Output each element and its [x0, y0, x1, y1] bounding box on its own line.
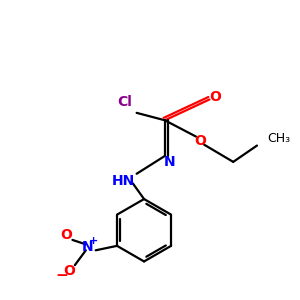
- Text: N: N: [164, 155, 175, 169]
- Text: +: +: [89, 236, 98, 245]
- Text: O: O: [61, 229, 72, 242]
- Text: Cl: Cl: [117, 95, 132, 110]
- Text: O: O: [195, 134, 206, 148]
- Text: CH₃: CH₃: [267, 132, 290, 145]
- Text: HN: HN: [112, 174, 135, 188]
- Text: N: N: [82, 240, 93, 254]
- Text: O: O: [64, 264, 75, 278]
- Text: O: O: [209, 89, 221, 103]
- Text: −: −: [56, 268, 68, 283]
